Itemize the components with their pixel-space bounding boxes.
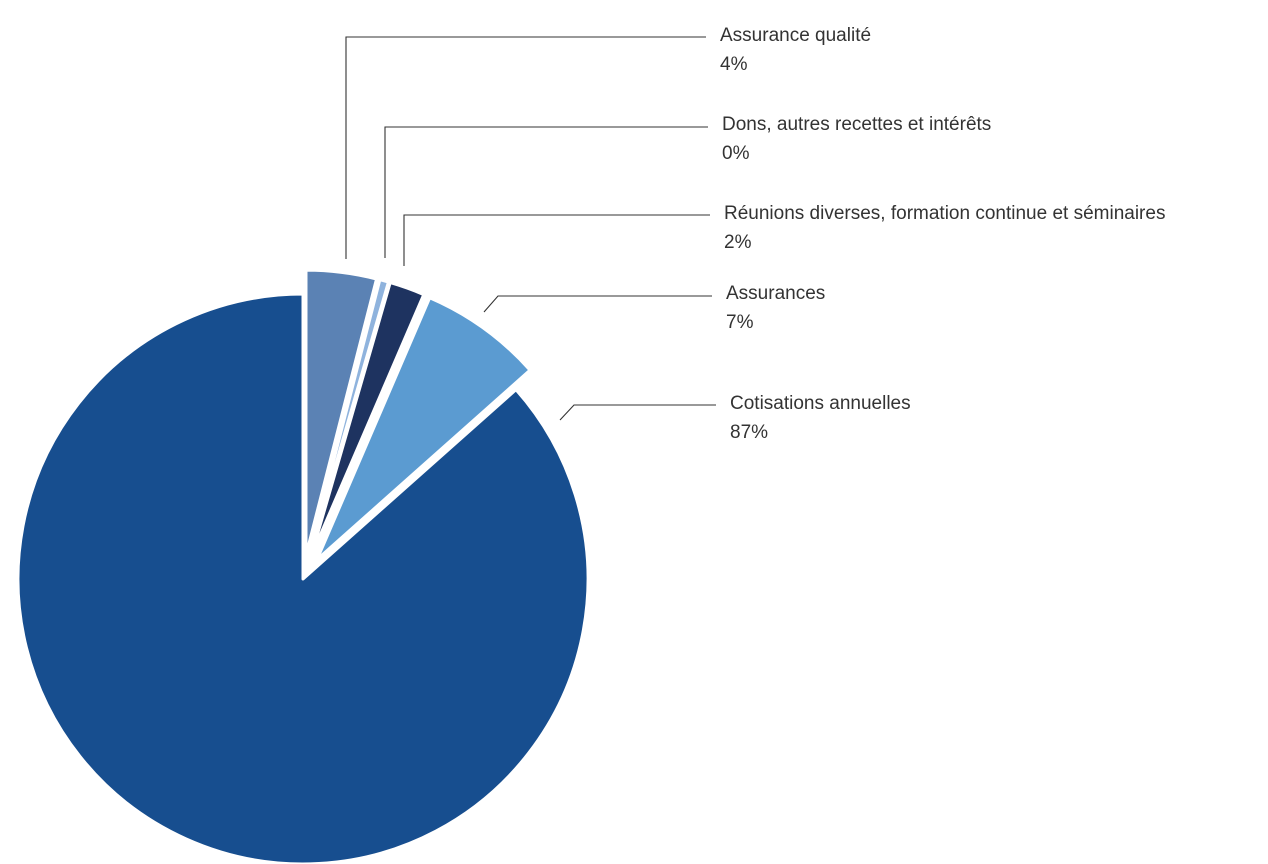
slice-label-4: Assurances <box>726 283 825 304</box>
slice-label-5: Cotisations annuelles <box>730 393 911 414</box>
slice-label-1: Assurance qualité <box>720 25 871 46</box>
leader-line-3 <box>403 214 710 266</box>
slice-label-2: Dons, autres recettes et intérêts <box>722 114 991 135</box>
pie-slice-3 <box>309 281 426 558</box>
slice-value-label-2: 0% <box>722 143 750 164</box>
slice-value-label-4: 7% <box>726 312 754 333</box>
pie-slice-1 <box>304 268 379 557</box>
slice-value-label-3: 2% <box>724 232 752 253</box>
leader-line-4 <box>483 295 712 313</box>
pie-slice-4 <box>315 296 532 562</box>
leader-line-5 <box>559 404 716 421</box>
pie-slice-5 <box>16 292 590 864</box>
slice-label-3: Réunions diverses, formation continue et… <box>724 203 1165 224</box>
pie-slices <box>16 268 590 864</box>
slice-value-label-5: 87% <box>730 422 768 443</box>
leader-line-1 <box>345 36 706 259</box>
leader-line-2 <box>384 126 708 258</box>
slice-value-label-1: 4% <box>720 54 748 75</box>
pie-slice-2 <box>307 278 390 558</box>
